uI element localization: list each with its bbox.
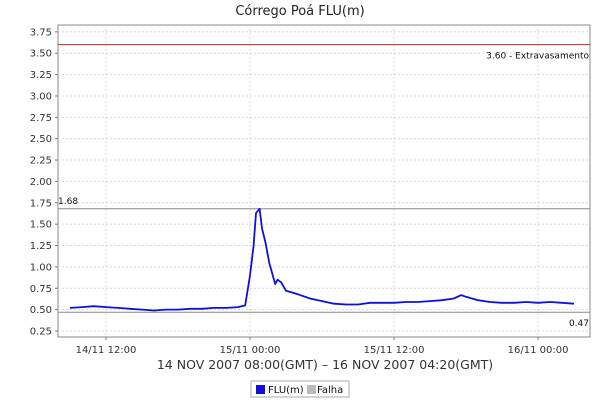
reference-label: 3.60 - Extravasamento <box>486 52 589 62</box>
chart-title: Córrego Poá FLU(m) <box>235 4 364 19</box>
series-layer <box>69 207 575 312</box>
y-tick-label: 3.50 <box>30 49 52 60</box>
legend-label: Falha <box>317 385 343 396</box>
y-tick-label: 0.25 <box>30 327 52 338</box>
y-tick-label: 1.75 <box>30 198 52 209</box>
y-tick-label: 3.75 <box>30 27 52 38</box>
y-tick-label: 0.50 <box>30 305 52 316</box>
x-tick-label: 14/11 12:00 <box>76 345 137 356</box>
y-tick-label: 3.00 <box>30 91 52 102</box>
series-line-flu-m <box>69 207 575 312</box>
y-tick-label: 2.75 <box>30 113 52 124</box>
y-tick-label: 0.75 <box>30 284 52 295</box>
legend-swatch <box>256 385 265 394</box>
y-tick-label: 1.00 <box>30 262 52 273</box>
legend: FLU(m) Falha <box>250 380 350 398</box>
y-tick-label: 2.25 <box>30 156 52 167</box>
y-tick-label: 3.25 <box>30 70 52 81</box>
axes: 0.25 0.50 0.75 1.00 1.25 1.50 1.75 2.00 2.25 2.50… <box>30 27 569 356</box>
x-tick-label: 15/11 12:00 <box>364 345 425 356</box>
x-tick-label: 15/11 00:00 <box>220 345 281 356</box>
y-tick-label: 2.00 <box>30 177 52 188</box>
x-axis-title: 14 NOV 2007 08:00(GMT) – 16 NOV 2007 04:… <box>157 357 493 372</box>
y-tick-label: 2.50 <box>30 134 52 145</box>
legend-label: FLU(m) <box>268 385 304 396</box>
y-tick-label: 1.50 <box>30 220 52 231</box>
x-tick-label: 16/11 00:00 <box>508 345 569 356</box>
legend-swatch <box>307 385 316 394</box>
reference-lines: 3.60 - Extravasamento 1.68 0.47 <box>58 44 590 329</box>
reference-label: 0.47 <box>569 319 589 329</box>
y-tick-label: 1.25 <box>30 241 52 252</box>
reference-label: 1.68 <box>58 197 78 207</box>
legend-box <box>250 380 350 398</box>
